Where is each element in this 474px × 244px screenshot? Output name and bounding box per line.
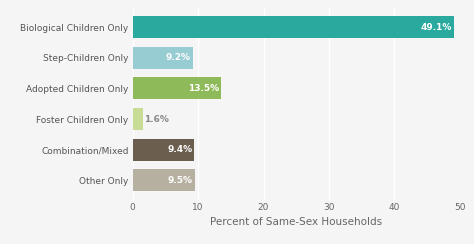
Bar <box>133 47 193 69</box>
Text: 49.1%: 49.1% <box>420 23 452 32</box>
Text: 1.6%: 1.6% <box>145 114 169 123</box>
Text: 13.5%: 13.5% <box>188 84 219 93</box>
Bar <box>133 139 194 161</box>
Text: 9.4%: 9.4% <box>167 145 192 154</box>
Text: 9.5%: 9.5% <box>168 176 193 185</box>
Bar <box>133 108 143 130</box>
X-axis label: Percent of Same-Sex Households: Percent of Same-Sex Households <box>210 217 383 227</box>
Bar <box>133 77 221 99</box>
Text: 9.2%: 9.2% <box>166 53 191 62</box>
Bar <box>133 169 195 191</box>
Bar <box>133 16 454 38</box>
